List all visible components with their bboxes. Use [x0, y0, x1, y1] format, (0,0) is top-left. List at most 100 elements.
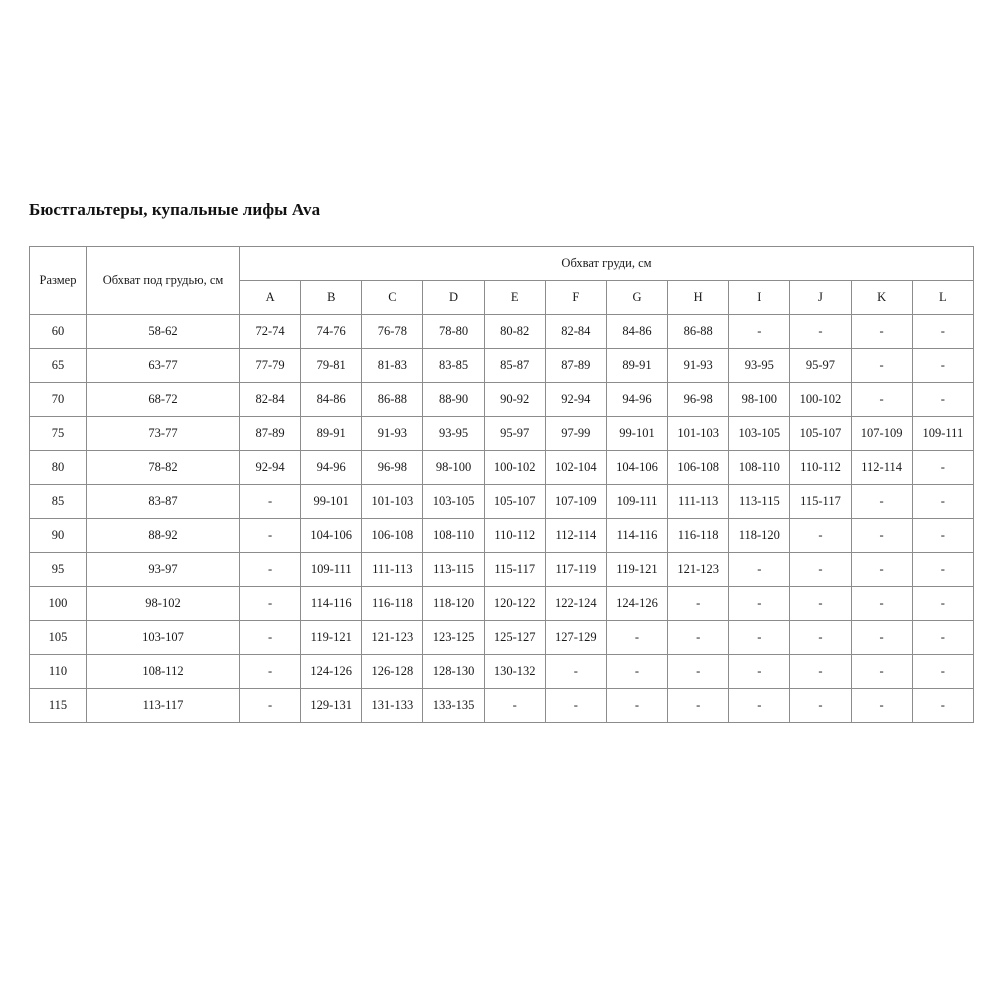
cell-underbust: 58-62: [86, 314, 240, 349]
cell-underbust: 113-117: [86, 688, 240, 723]
cell-bust-k: -: [850, 552, 913, 587]
cell-bust-d: 118-120: [422, 586, 485, 621]
cell-bust-g: 104-106: [605, 450, 669, 485]
cell-bust-b: 79-81: [300, 348, 363, 383]
cell-bust-d: 123-125: [422, 620, 485, 655]
cell-bust-g: 89-91: [605, 348, 669, 383]
cell-bust-k: -: [850, 484, 913, 519]
header-cup-j: J: [789, 280, 852, 315]
table-row: 85 83-87-99-101 101-103 103-105 105-107 107-1…: [29, 484, 975, 519]
cell-bust-a: -: [238, 654, 302, 689]
cell-bust-k: -: [850, 348, 913, 383]
cell-bust-b: 104-106: [300, 518, 363, 553]
cell-bust-h: 86-88: [667, 314, 730, 349]
cell-bust-i: -: [728, 654, 791, 689]
cell-bust-k: -: [850, 382, 913, 417]
cell-underbust: 78-82: [86, 450, 240, 485]
cell-bust-j: -: [789, 552, 852, 587]
cell-bust-c: 96-98: [361, 450, 424, 485]
cell-bust-e: 95-97: [483, 416, 546, 451]
cell-bust-f: 117-119: [544, 552, 607, 587]
cell-bust-g: 109-111: [605, 484, 669, 519]
cell-bust-i: -: [728, 688, 791, 723]
cell-bust-j: -: [789, 586, 852, 621]
cell-bust-l: -: [911, 484, 975, 519]
table-row: 105 103-107-119-121 121-123 123-125 125-127 1…: [29, 620, 975, 655]
table-row: 70 68-72 82-84 84-86 86-88 88-90 90-92 92-94 94-…: [29, 382, 975, 417]
cell-bust-i: 113-115: [728, 484, 791, 519]
table-row: 60 58-62 72-74 74-76 76-78 78-80 80-82 82-84 84-…: [29, 314, 975, 349]
cell-bust-b: 124-126: [300, 654, 363, 689]
cell-bust-e: 115-117: [483, 552, 546, 587]
cell-bust-c: 81-83: [361, 348, 424, 383]
table-body: 60 58-62 72-74 74-76 76-78 78-80 80-82 82-84 84-…: [29, 314, 975, 723]
cell-bust-c: 76-78: [361, 314, 424, 349]
cell-bust-e: 105-107: [483, 484, 546, 519]
cell-bust-j: -: [789, 688, 852, 723]
cell-bust-c: 121-123: [361, 620, 424, 655]
cell-bust-d: 113-115: [422, 552, 485, 587]
cell-size: 70: [29, 382, 87, 417]
cell-bust-e: 90-92: [483, 382, 546, 417]
cell-bust-a: 72-74: [238, 314, 302, 349]
header-size: Размер: [29, 246, 87, 315]
cell-bust-g: 99-101: [605, 416, 669, 451]
cell-bust-h: -: [667, 654, 730, 689]
cell-bust-i: -: [728, 314, 791, 349]
cell-size: 110: [29, 654, 87, 689]
cell-bust-f: 97-99: [544, 416, 607, 451]
cell-bust-j: -: [789, 654, 852, 689]
page-title: Бюстгальтеры, купальные лифы Ava: [29, 200, 321, 219]
cell-bust-i: 103-105: [728, 416, 791, 451]
cell-bust-j: -: [789, 518, 852, 553]
cell-underbust: 63-77: [86, 348, 240, 383]
table-row: 110 108-112-124-126 126-128 128-130 130-132-…: [29, 654, 975, 689]
cell-bust-d: 93-95: [422, 416, 485, 451]
cell-bust-a: 77-79: [238, 348, 302, 383]
cell-bust-i: 93-95: [728, 348, 791, 383]
cell-bust-f: 107-109: [544, 484, 607, 519]
cell-bust-k: -: [850, 518, 913, 553]
size-chart-table: Размер Обхват под грудью, см Обхват груд…: [29, 246, 975, 723]
cell-bust-a: -: [238, 620, 302, 655]
cell-bust-d: 133-135: [422, 688, 485, 723]
cell-bust-h: 101-103: [667, 416, 730, 451]
cell-underbust: 93-97: [86, 552, 240, 587]
cell-underbust: 83-87: [86, 484, 240, 519]
cell-bust-j: 105-107: [789, 416, 852, 451]
cell-bust-h: -: [667, 688, 730, 723]
cell-bust-b: 119-121: [300, 620, 363, 655]
header-cup-f: F: [544, 280, 607, 315]
cell-bust-i: -: [728, 552, 791, 587]
cell-bust-g: 124-126: [605, 586, 669, 621]
cell-bust-c: 106-108: [361, 518, 424, 553]
cell-bust-a: -: [238, 518, 302, 553]
cell-bust-h: 121-123: [667, 552, 730, 587]
cell-bust-c: 101-103: [361, 484, 424, 519]
cell-bust-c: 111-113: [361, 552, 424, 587]
cell-bust-g: 114-116: [605, 518, 669, 553]
cell-bust-e: 80-82: [483, 314, 546, 349]
cell-bust-l: -: [911, 586, 975, 621]
cell-bust-h: 106-108: [667, 450, 730, 485]
cell-bust-j: -: [789, 620, 852, 655]
header-underbust: Обхват под грудью, см: [86, 246, 240, 315]
cell-bust-f: 87-89: [544, 348, 607, 383]
header-cup-e: E: [483, 280, 546, 315]
cell-bust-l: -: [911, 518, 975, 553]
cell-bust-a: -: [238, 484, 302, 519]
cell-bust-h: -: [667, 586, 730, 621]
cell-bust-d: 103-105: [422, 484, 485, 519]
cell-bust-b: 84-86: [300, 382, 363, 417]
cell-bust-c: 91-93: [361, 416, 424, 451]
cell-bust-f: -: [544, 688, 607, 723]
cell-size: 85: [29, 484, 87, 519]
header-cup-k: K: [850, 280, 913, 315]
header-cup-c: C: [361, 280, 424, 315]
header-cup-l: L: [911, 280, 975, 315]
cell-bust-b: 89-91: [300, 416, 363, 451]
cell-bust-i: 98-100: [728, 382, 791, 417]
cell-bust-g: 119-121: [605, 552, 669, 587]
cell-bust-h: 116-118: [667, 518, 730, 553]
cell-bust-e: 130-132: [483, 654, 546, 689]
